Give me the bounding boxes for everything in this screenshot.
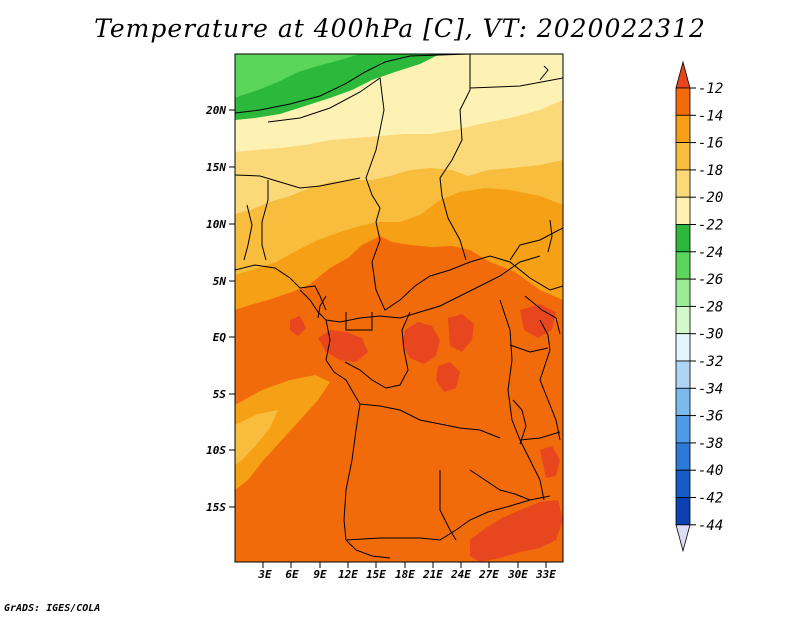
colorbar-label: -22 bbox=[698, 218, 723, 234]
colorbar-swatch bbox=[675, 87, 691, 116]
lon-label-27e: 27E bbox=[478, 568, 499, 581]
warm-spot-6 bbox=[470, 500, 563, 562]
colorbar-label: -20 bbox=[698, 190, 723, 206]
colorbar-label: -26 bbox=[698, 272, 723, 288]
lat-tick: 20N bbox=[205, 104, 235, 117]
band-minus26 bbox=[235, 54, 360, 98]
warm-spot-1 bbox=[318, 330, 368, 362]
colorbar-swatch bbox=[675, 251, 691, 280]
lat-label-10n: 10N bbox=[206, 218, 226, 231]
lon-label-6e: 6E bbox=[285, 568, 299, 581]
map-title: Temperature at 400hPa [C], VT: 202002231… bbox=[94, 14, 706, 43]
colorbar-label: -28 bbox=[698, 299, 723, 315]
lat-label-5n: 5N bbox=[213, 275, 227, 288]
lon-tick: 24E bbox=[450, 562, 471, 581]
lon-label-9e: 9E bbox=[313, 568, 327, 581]
lat-tick: EQ bbox=[213, 331, 235, 344]
lat-label-20n: 20N bbox=[205, 104, 226, 117]
lon-tick: 18E bbox=[395, 562, 415, 581]
warm-spot-4 bbox=[436, 362, 460, 392]
lon-label-24e: 24E bbox=[450, 568, 471, 581]
colorbar-label: -12 bbox=[698, 81, 723, 97]
lat-label-15n: 15N bbox=[206, 161, 226, 174]
map-frame bbox=[234, 53, 564, 563]
longitude-axis: 3E 6E 9E 12E 15E 18E 21E 24E 27E 30E 33E bbox=[257, 562, 556, 581]
colorbar-swatch bbox=[675, 278, 691, 307]
colorbar-label: -38 bbox=[698, 436, 723, 452]
colorbar-label: -44 bbox=[698, 518, 723, 534]
lon-label-21e: 21E bbox=[422, 568, 443, 581]
colorbar-label: -34 bbox=[698, 381, 723, 397]
colorbar-swatch bbox=[675, 415, 691, 444]
colorbar-label: -18 bbox=[698, 163, 723, 179]
lon-tick: 33E bbox=[535, 562, 556, 581]
warm-spot-8 bbox=[290, 316, 306, 336]
grads-credit: GrADS: IGES/COLA bbox=[4, 603, 101, 614]
lon-tick: 30E bbox=[507, 562, 528, 581]
colorbar-swatch bbox=[675, 469, 691, 498]
band-minus16-sw bbox=[235, 375, 330, 490]
colorbar-top-arrow bbox=[675, 60, 691, 89]
band-minus18-sw bbox=[235, 410, 278, 465]
colorbar-swatch bbox=[675, 114, 691, 144]
colorbar-swatch bbox=[675, 497, 691, 526]
colorbar: -12 -14 -16 -18 -20 -22 -24 -26 -28 -30 -32 -34 -36 -… bbox=[675, 60, 723, 553]
colorbar-swatch bbox=[675, 387, 691, 416]
lat-tick: 5N bbox=[213, 275, 235, 288]
colorbar-label: -42 bbox=[698, 491, 723, 507]
lon-tick: 9E bbox=[313, 562, 327, 581]
lon-tick: 6E bbox=[285, 562, 299, 581]
lon-label-12e: 12E bbox=[338, 568, 358, 581]
lat-label-10s: 10S bbox=[206, 444, 226, 457]
lat-tick: 15N bbox=[206, 161, 235, 174]
lon-tick: 12E bbox=[338, 562, 358, 581]
lat-label-eq: EQ bbox=[213, 331, 227, 344]
lat-label-15s: 15S bbox=[206, 501, 226, 514]
colorbar-swatch bbox=[675, 196, 691, 225]
warm-spot-7 bbox=[540, 446, 560, 478]
colorbar-swatch bbox=[675, 360, 691, 389]
country-borders bbox=[235, 54, 563, 559]
lon-tick: 21E bbox=[422, 562, 443, 581]
colorbar-label: -36 bbox=[698, 409, 723, 425]
lat-tick: 10S bbox=[206, 444, 235, 457]
warm-spot-3 bbox=[448, 314, 474, 352]
colorbar-label: -30 bbox=[698, 327, 723, 343]
colorbar-swatch bbox=[675, 142, 691, 171]
lat-tick: 5S bbox=[213, 388, 235, 401]
colorbar-swatch bbox=[675, 169, 691, 198]
lon-label-18e: 18E bbox=[395, 568, 415, 581]
colorbar-swatch bbox=[675, 305, 691, 335]
lon-tick: 15E bbox=[366, 562, 386, 581]
colorbar-label: -16 bbox=[698, 136, 723, 152]
lon-label-15e: 15E bbox=[366, 568, 386, 581]
lat-label-5s: 5S bbox=[213, 388, 227, 401]
colorbar-swatch bbox=[675, 224, 691, 253]
colorbar-swatch bbox=[675, 333, 691, 362]
colorbar-label: -24 bbox=[698, 245, 723, 261]
colorbar-label: -14 bbox=[698, 108, 723, 124]
colorbar-label: -40 bbox=[698, 463, 723, 479]
colorbar-swatch bbox=[675, 442, 691, 471]
lon-tick: 27E bbox=[478, 562, 499, 581]
lat-tick: 15S bbox=[206, 501, 235, 514]
lon-label-3e: 3E bbox=[257, 568, 272, 581]
contour-fill bbox=[235, 54, 563, 562]
lon-label-30e: 30E bbox=[507, 568, 528, 581]
warm-spot-2 bbox=[402, 322, 440, 364]
colorbar-label: -32 bbox=[698, 354, 723, 370]
latitude-axis: 20N 15N 10N 5N EQ 5S 10S 15S bbox=[205, 104, 235, 514]
lon-tick: 3E bbox=[257, 562, 272, 581]
lat-tick: 10N bbox=[206, 218, 235, 231]
colorbar-bottom-arrow bbox=[675, 524, 691, 553]
lon-label-33e: 33E bbox=[535, 568, 556, 581]
